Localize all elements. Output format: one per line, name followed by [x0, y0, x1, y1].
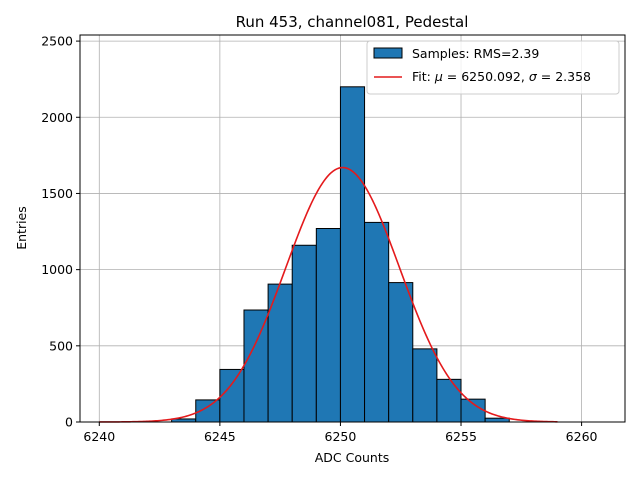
legend-box: [366, 40, 620, 95]
x-tick-label: 6260: [566, 429, 598, 444]
histogram-bars: [171, 86, 510, 423]
legend-label-samples: Samples: RMS=2.39: [412, 46, 539, 61]
histogram-bar: [388, 282, 414, 423]
y-tick-label: 500: [49, 338, 73, 353]
x-tick-label: 6240: [83, 429, 115, 444]
histogram-bar: [412, 348, 438, 423]
histogram-bar: [339, 86, 366, 423]
histogram-bar: [219, 368, 245, 423]
legend: Samples: RMS=2.39 Fit: μ = 6250.092, σ =…: [366, 40, 620, 95]
histogram-bar: [460, 398, 486, 423]
legend-label-fit: Fit: μ = 6250.092, σ = 2.358: [412, 69, 591, 84]
histogram-bar: [436, 378, 462, 423]
plot-frame: [79, 34, 626, 423]
gaussian-fit-curve: [99, 166, 558, 423]
y-tick-label: 1500: [41, 186, 73, 201]
x-axis-ticks: 6240 6245 6250 6255 6260: [83, 422, 598, 444]
chart-title: Run 453, channel081, Pedestal: [236, 13, 469, 31]
x-tick-label: 6255: [445, 429, 477, 444]
x-axis-label: ADC Counts: [315, 450, 390, 465]
x-tick-label: 6250: [325, 429, 357, 444]
histogram-bar: [364, 221, 390, 423]
y-tick-label: 2500: [41, 34, 73, 49]
histogram-bar: [243, 309, 269, 423]
y-axis-label: Entries: [14, 206, 29, 250]
histogram-bar: [267, 283, 293, 423]
y-axis-ticks: 0 500 1000 1500 2000 2500: [41, 34, 80, 430]
y-tick-label: 1000: [41, 262, 73, 277]
histogram-bar: [484, 417, 510, 423]
histogram-bar: [315, 228, 341, 423]
y-tick-label: 2000: [41, 110, 73, 125]
histogram-bar: [291, 244, 317, 423]
x-tick-label: 6245: [204, 429, 236, 444]
y-tick-label: 0: [65, 415, 73, 430]
legend-swatch-samples: [373, 47, 403, 59]
